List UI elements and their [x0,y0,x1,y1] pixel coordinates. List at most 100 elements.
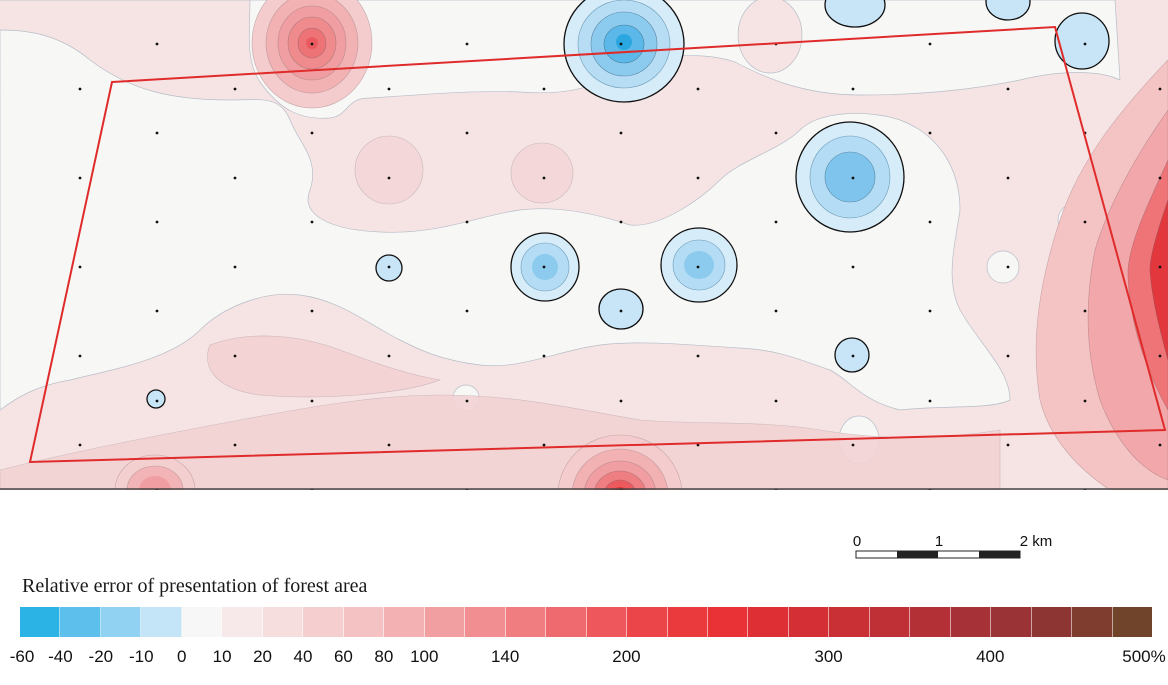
color-swatch [546,607,587,637]
zone-20-40-patch [510,142,574,204]
sample-point [310,309,314,313]
sample-point [928,399,932,403]
sample-point [1006,354,1010,358]
color-scale-tick-label: 140 [490,647,520,666]
color-swatch [60,607,101,637]
sample-point [774,399,778,403]
color-scale-tick-label: 20 [253,647,273,666]
zone-20-40-patch [354,135,424,205]
negative-spot-east-centre [795,121,905,233]
negative-spot-north [563,0,685,103]
sample-point [928,220,932,224]
zone-20-40-south [0,394,1001,490]
sample-point [387,443,391,447]
sample-point [155,309,159,313]
negative-spot-edge [985,0,1031,21]
color-swatch [788,607,830,637]
color-scale-tick-label: 80 [374,647,394,666]
sample-point [1006,87,1010,91]
sample-point [696,443,700,447]
study-area-boundary [28,25,1167,464]
sample-point [310,131,314,135]
color-swatch [829,607,870,637]
sample-point [619,399,623,403]
sample-point [1006,443,1010,447]
sample-point [155,42,159,46]
color-scale-tick-label: 0 [176,647,187,666]
scale-label-2: 2 km [1019,533,1053,550]
sample-point [387,354,391,358]
sample-point [851,176,855,180]
sample-point [465,131,469,135]
sample-point [1083,399,1087,403]
color-scale [20,607,1153,637]
sample-point [387,87,391,91]
sample-point [928,309,932,313]
negative-spot-edge [824,0,886,28]
hotspot-south-west [114,454,196,490]
zone-east-gradient-3 [1127,159,1168,411]
color-swatch [343,607,385,637]
color-swatch [20,607,61,637]
zone-0-10-island [986,250,1020,284]
sample-point [1083,309,1087,313]
sample-point [310,42,314,46]
color-swatch [991,607,1032,637]
sample-point [155,220,159,224]
sample-point [1083,42,1087,46]
color-swatch [222,607,263,637]
sample-point [542,176,546,180]
color-swatch [100,607,142,637]
sample-point [1006,265,1010,269]
color-swatch [141,607,182,637]
sample-point [619,309,623,313]
sample-point [233,176,237,180]
sample-point [1158,176,1162,180]
color-swatch [384,607,425,637]
negative-spot-centre-b [660,227,738,303]
sample-point [233,265,237,269]
error-map-canvas [0,0,1168,490]
sample-point [465,220,469,224]
color-scale-tick-label: 500% [1122,647,1166,666]
color-swatch [1031,607,1073,637]
sample-point [233,443,237,447]
sample-point [542,354,546,358]
color-swatch [465,607,506,637]
sample-point [928,131,932,135]
color-scale-tick-label: -10 [128,647,154,666]
sample-point [78,87,82,91]
negative-spot-small [834,337,870,373]
sample-point [465,42,469,46]
color-scale-tick-label: 60 [333,647,353,666]
sample-point [78,443,82,447]
negative-spot-small [146,389,166,409]
sample-point [155,131,159,135]
color-swatch [869,607,911,637]
hotspot-south [557,434,683,490]
sample-point [542,443,546,447]
sample-point [310,399,314,403]
legend-title: Relative error of presentation of forest… [22,575,368,597]
scale-bar-graphic [855,550,1021,559]
sample-point [696,87,700,91]
color-swatch [910,607,951,637]
color-scale-tick-label: 40 [293,647,313,666]
color-swatch [748,607,789,637]
color-scale-tick-label: 300 [814,647,843,666]
sample-point [619,131,623,135]
color-swatch [950,607,992,637]
sample-point [619,42,623,46]
sample-point [233,87,237,91]
sample-point [387,265,391,269]
sample-point [78,176,82,180]
sample-point [155,399,159,403]
sample-point [1158,265,1162,269]
sample-point [696,176,700,180]
color-swatch [586,607,628,637]
error-map [0,0,1168,490]
sample-point [1006,176,1010,180]
sample-point [387,176,391,180]
sample-point [78,354,82,358]
color-swatch [707,607,749,637]
